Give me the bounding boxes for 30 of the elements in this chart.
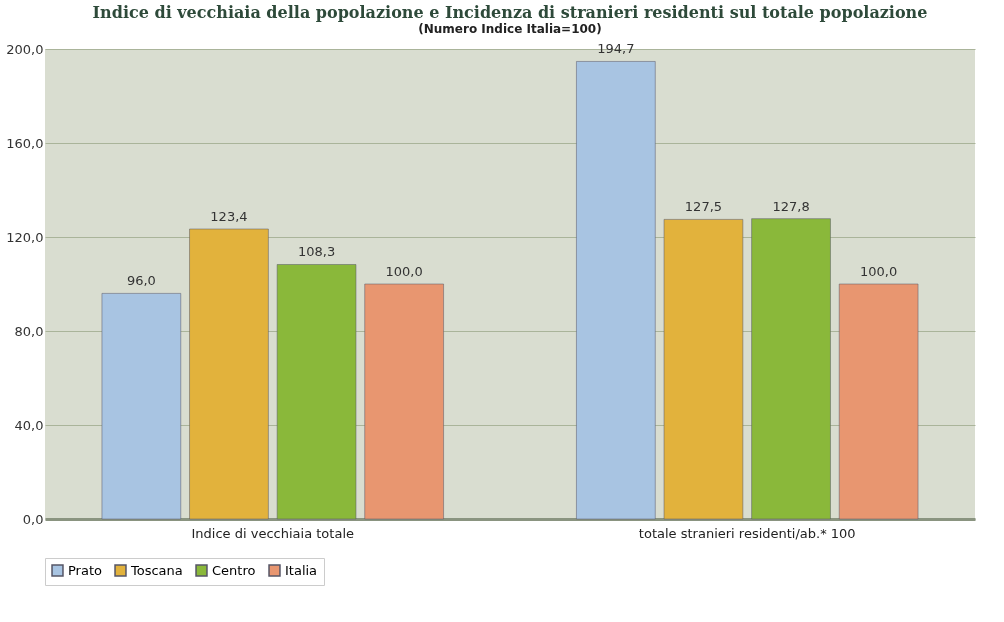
y-tick-label: 120,0 (6, 229, 44, 245)
data-label: 108,3 (297, 244, 336, 260)
data-label: 96,0 (126, 273, 156, 289)
data-label: 100,0 (385, 264, 423, 279)
legend-label: Centro (212, 562, 256, 578)
data-label: 194,7 (597, 41, 635, 57)
data-label: 100,0 (860, 264, 898, 279)
bar (576, 61, 656, 520)
y-tick-label: 40,0 (14, 417, 44, 433)
y-tick-label: 0,0 (22, 511, 44, 527)
bar (364, 283, 444, 520)
x-tick-label: Indice di vecchiaia totale (191, 525, 354, 541)
bar (101, 293, 182, 520)
data-label: 127,5 (684, 199, 723, 215)
chart-subtitle: (Numero Indice Italia=100) (418, 22, 602, 36)
bar (189, 228, 269, 520)
legend-label: Prato (68, 562, 103, 578)
data-label: 127,8 (772, 198, 810, 214)
data-label: 123,4 (210, 209, 248, 225)
bar (751, 218, 831, 520)
legend-label: Italia (285, 562, 318, 578)
legend-label: Toscana (130, 562, 183, 578)
bar (838, 283, 919, 520)
y-tick-label: 80,0 (14, 323, 44, 339)
bar (276, 264, 357, 520)
y-tick-label: 200,0 (6, 41, 44, 57)
y-tick-label: 160,0 (6, 135, 44, 151)
chart-title: Indice di vecchiaia della popolazione e Incidenza di stranieri residenti sul totale popolazione (92, 3, 928, 22)
bar (663, 219, 744, 520)
x-tick-label: totale stranieri residenti/ab.* 100 (638, 525, 856, 541)
